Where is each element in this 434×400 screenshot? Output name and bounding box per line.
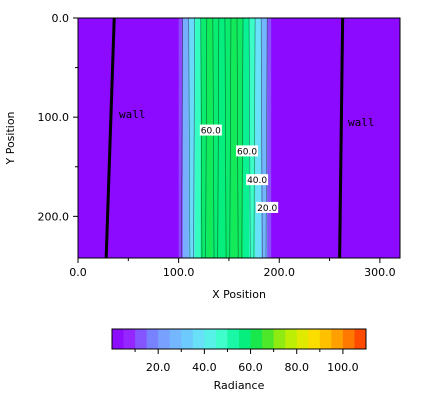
contour-line <box>224 18 227 258</box>
colorbar-cell <box>135 329 148 349</box>
contour-line <box>253 18 256 258</box>
y-tick-label: 0.0 <box>52 12 70 25</box>
contour-label: 60.0 <box>201 127 221 137</box>
colorbar-cell <box>158 329 171 349</box>
heatmap-field <box>78 18 400 258</box>
x-axis-title: X Position <box>212 288 266 301</box>
y-axis-title: Y Position <box>4 111 17 165</box>
x-tick-label: 0.0 <box>69 266 87 279</box>
contour-line <box>229 18 232 258</box>
colorbar-cell <box>112 329 125 349</box>
x-tick-label: 100.0 <box>163 266 195 279</box>
heatmap-cell <box>200 18 208 258</box>
colorbar-cell <box>342 329 355 349</box>
colorbar-cell <box>146 329 159 349</box>
contour-label: 20.0 <box>257 204 277 214</box>
colorbar-cell <box>308 329 321 349</box>
heatmap-cell <box>236 18 244 258</box>
heatmap-cell <box>271 18 400 258</box>
colorbar-cell <box>273 329 286 349</box>
colorbar-cell <box>331 329 344 349</box>
heatmap-cell <box>255 18 262 258</box>
contour-labels: 60.0 60.0 40.0 20.0 <box>199 124 279 214</box>
colorbar-cell <box>296 329 309 349</box>
contour-label: 60.0 <box>237 147 257 157</box>
contour-label: 40.0 <box>247 176 267 186</box>
plot-frame <box>77 17 401 259</box>
colorbar: 20.0 40.0 60.0 80.0 100.0 <box>111 328 367 374</box>
heatmap-cell <box>78 18 180 258</box>
contour-label-box <box>256 201 279 213</box>
contour-line <box>241 18 244 258</box>
contour-line <box>205 18 208 258</box>
colorbar-cell <box>285 329 298 349</box>
contour-line <box>236 18 239 258</box>
y-tick-label: 100.0 <box>38 111 70 124</box>
heatmap-cell <box>267 18 272 258</box>
colorbar-title: Radiance <box>214 379 265 392</box>
colorbar-tick-label: 20.0 <box>146 361 171 374</box>
colorbar-cell <box>262 329 275 349</box>
heatmap-cell <box>194 18 202 258</box>
contour-line <box>188 18 191 258</box>
y-tick-label: 200.0 <box>38 210 70 223</box>
colorbar-cell <box>239 329 252 349</box>
wall-line <box>104 18 116 258</box>
contour-line <box>193 18 196 258</box>
heatmap-cell <box>206 18 214 258</box>
colorbar-cell <box>123 329 136 349</box>
contour-line <box>212 18 215 258</box>
colorbar-cell <box>204 329 217 349</box>
colorbar-frame <box>111 328 367 350</box>
colorbar-cell <box>181 329 194 349</box>
wall-lines <box>104 18 345 258</box>
contour-line <box>265 18 268 258</box>
heatmap-cell <box>230 18 238 258</box>
heatmap-cell <box>224 18 232 258</box>
heatmap-cell <box>182 18 190 258</box>
heatmap-cell <box>261 18 268 258</box>
contour-line <box>260 18 263 258</box>
heatmap-cell <box>243 18 250 258</box>
contour-line <box>200 18 203 258</box>
x-tick-label: 300.0 <box>364 266 396 279</box>
colorbar-cell <box>215 329 228 349</box>
contour-label-box <box>236 145 259 157</box>
contour-line <box>217 18 220 258</box>
colorbar-tick-label: 80.0 <box>284 361 309 374</box>
contour-line <box>181 18 183 258</box>
x-tick-label: 200.0 <box>264 266 296 279</box>
colorbar-cell <box>227 329 240 349</box>
heatmap-cell <box>178 18 184 258</box>
colorbar-cell <box>319 329 332 349</box>
colorbar-cell <box>354 329 367 349</box>
colorbar-tick-label: 60.0 <box>238 361 263 374</box>
colorbar-cell <box>250 329 263 349</box>
heatmap-cell <box>188 18 196 258</box>
contour-line <box>248 18 251 258</box>
axes: 0.0 100.0 200.0 300.0 0.0 100.0 200.0 <box>38 12 396 279</box>
wall-label-right: wall <box>348 116 375 129</box>
contour-label-box <box>246 174 269 186</box>
heatmap-cell <box>212 18 220 258</box>
colorbar-tick-label: 40.0 <box>192 361 217 374</box>
wall-label-left: wall <box>119 108 146 121</box>
heatmap-cell <box>249 18 256 258</box>
wall-line <box>338 18 345 258</box>
colorbar-cell <box>169 329 182 349</box>
heatmap-cell <box>218 18 226 258</box>
colorbar-tick-label: 100.0 <box>327 361 359 374</box>
colorbar-cell <box>192 329 205 349</box>
contour-label-box <box>199 124 222 136</box>
